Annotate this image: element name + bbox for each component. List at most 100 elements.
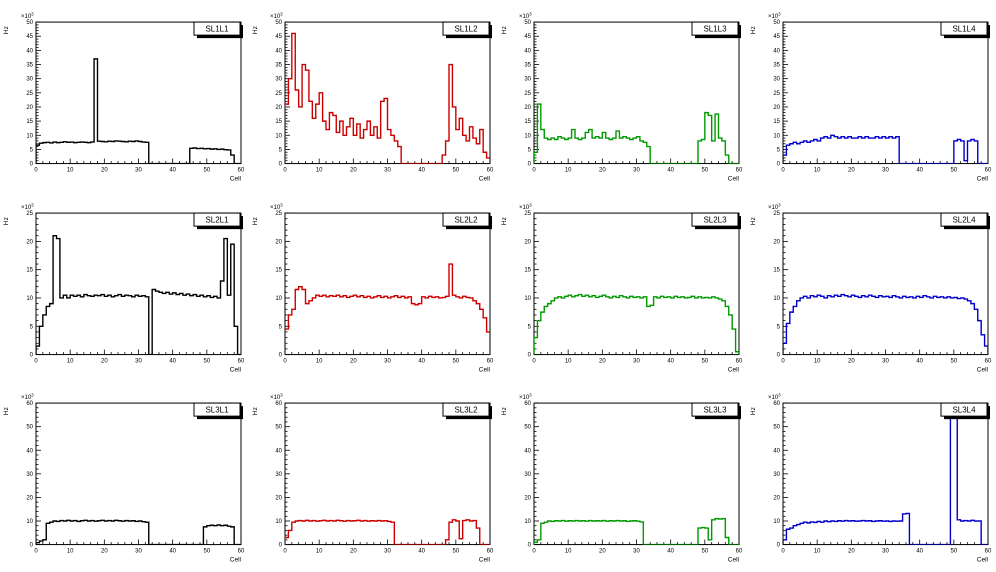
y-tick-label: 0 [777,543,781,549]
histogram-svg-SL1L4: 0 10 20 30 40 50 60 0 5 10 15 20 25 30 35 40 45 50 Cell Hz ×… [750,12,992,183]
y-tick-label: 40 [524,449,531,455]
histogram-line [783,293,988,355]
y-tick-label: 40 [524,48,531,54]
y-tick-label: 40 [275,449,282,455]
y-tick-label: 45 [524,34,531,40]
axis-labels: 0 10 20 30 40 50 60 0 5 10 15 20 25 30 35 40 45 50 Cell Hz ×… [252,12,494,183]
y-tick-label: 15 [275,119,282,125]
x-tick-label: 50 [701,549,708,555]
histogram-title: SL1L3 [703,25,727,34]
histogram-line [285,519,490,545]
histogram-panel-SL2L4: 0 10 20 30 40 50 60 0 5 10 15 20 25 Cell Hz ×103 SL2L4 [747,190,996,382]
title-box [193,21,241,36]
y-tick-label: 50 [26,425,33,431]
y-tick-label: 30 [524,472,531,478]
histogram-panel-SL3L2: 0 10 20 30 40 50 60 0 10 20 30 40 50 60 Cell Hz ×103 SL3L… [249,381,498,572]
y-tick-label: 50 [275,425,282,431]
x-tick-label: 40 [418,549,425,555]
y-tick-label: 20 [26,105,33,111]
histogram-svg-SL3L3: 0 10 20 30 40 50 60 0 10 20 30 40 50 60 Cell Hz ×103 SL3L… [501,393,743,564]
x-tick-label: 60 [985,358,992,364]
y-tick-label: 45 [773,34,780,40]
y-axis-scale: ×103 [21,12,34,21]
x-axis-title: Cell [728,176,740,183]
x-tick-label: 40 [916,549,923,555]
histogram-svg-SL3L2: 0 10 20 30 40 50 60 0 10 20 30 40 50 60 Cell Hz ×103 SL3L… [252,393,494,564]
y-tick-label: 0 [777,162,781,168]
x-tick-label: 0 [781,168,785,174]
title-box [940,402,988,417]
x-tick-label: 30 [633,358,640,364]
y-tick-label: 45 [275,34,282,40]
x-tick-label: 10 [814,549,821,555]
y-tick-label: 20 [773,496,780,502]
title-box [442,212,490,227]
y-tick-label: 25 [524,91,531,97]
x-tick-label: 20 [848,168,855,174]
y-tick-label: 0 [528,162,532,168]
x-tick-label: 0 [532,168,536,174]
x-axis-title: Cell [479,557,491,564]
x-tick-label: 0 [532,549,536,555]
plot-frame [284,21,491,165]
y-tick-label: 10 [26,296,33,302]
y-tick-label: 35 [773,63,780,69]
axis-labels: 0 10 20 30 40 50 60 0 10 20 30 40 50 60 Cell Hz ×103 [252,393,494,564]
histogram-line [534,103,739,164]
axes-ticks [284,212,491,355]
histogram-svg-SL2L4: 0 10 20 30 40 50 60 0 5 10 15 20 25 Cell Hz ×103 SL2L4 [750,202,992,373]
x-tick-label: 10 [565,168,572,174]
x-axis-title: Cell [230,557,242,564]
x-axis-title: Cell [479,176,491,183]
y-tick-label: 25 [773,211,780,217]
x-tick-label: 20 [101,358,108,364]
histogram-line [36,234,241,355]
y-tick-label: 15 [524,119,531,125]
x-tick-label: 20 [101,168,108,174]
axes-ticks [35,212,242,355]
y-tick-label: 0 [528,352,532,358]
y-tick-label: 30 [26,472,33,478]
x-axis-title: Cell [977,176,989,183]
y-tick-label: 20 [26,239,33,245]
x-tick-label: 20 [599,549,606,555]
y-tick-label: 15 [524,267,531,273]
y-tick-label: 35 [275,63,282,69]
x-tick-label: 60 [238,358,245,364]
y-tick-label: 5 [279,147,283,153]
plot-frame [284,212,491,355]
y-tick-label: 15 [773,267,780,273]
x-tick-label: 30 [135,168,142,174]
x-axis-title: Cell [977,366,989,373]
x-tick-label: 0 [283,549,287,555]
x-tick-label: 30 [633,168,640,174]
x-tick-label: 30 [135,549,142,555]
x-tick-label: 30 [882,168,889,174]
y-tick-label: 35 [524,63,531,69]
x-tick-label: 10 [565,358,572,364]
histogram-line [783,134,988,164]
x-tick-label: 10 [814,168,821,174]
y-tick-label: 10 [275,519,282,525]
x-tick-label: 0 [283,358,287,364]
plot-frame [533,212,740,355]
histogram-svg-SL1L2: 0 10 20 30 40 50 60 0 5 10 15 20 25 30 35 40 45 50 Cell Hz ×… [252,12,494,183]
y-tick-label: 10 [26,133,33,139]
y-tick-label: 20 [275,496,282,502]
y-tick-label: 60 [275,401,282,407]
y-axis-scale: ×103 [270,202,283,211]
histogram-line [534,518,739,545]
x-tick-label: 20 [848,358,855,364]
y-tick-label: 30 [773,77,780,83]
y-axis-title: Hz [3,407,10,415]
y-tick-label: 45 [26,34,33,40]
y-tick-label: 40 [26,449,33,455]
y-tick-label: 20 [773,239,780,245]
x-tick-label: 30 [882,549,889,555]
y-tick-label: 50 [773,20,780,26]
plot-frame [35,402,242,546]
y-tick-label: 60 [524,401,531,407]
axes-ticks [35,403,242,546]
x-tick-label: 30 [384,358,391,364]
y-tick-label: 25 [26,91,33,97]
